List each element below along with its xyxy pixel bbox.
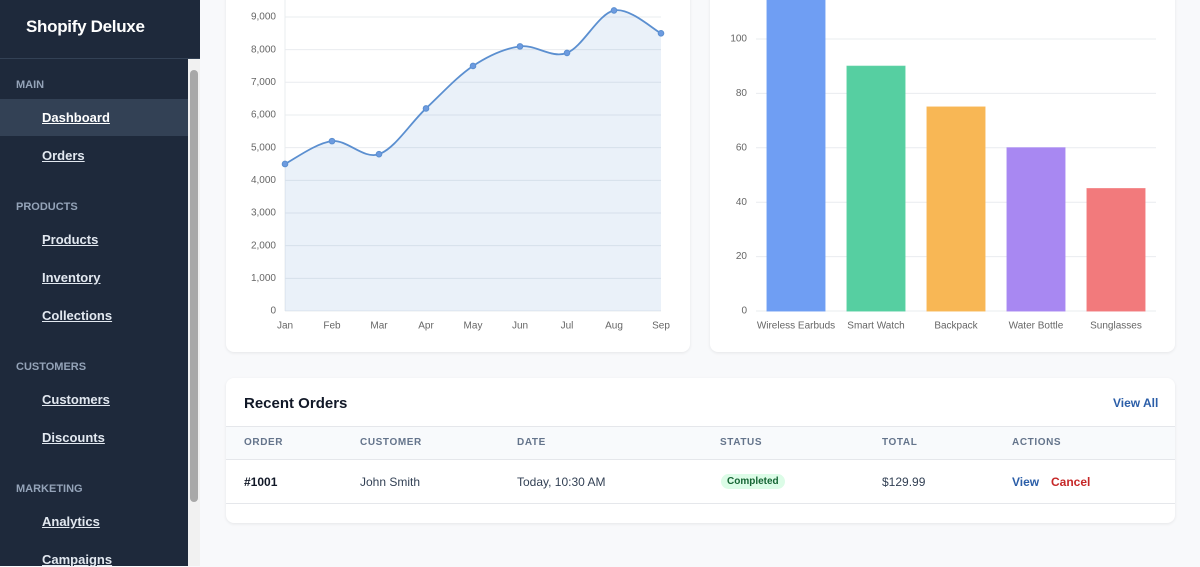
nav-item[interactable]: Discounts	[42, 430, 105, 445]
column-header: DATE	[517, 437, 546, 448]
column-header: ORDER	[244, 437, 284, 448]
nav-item[interactable]: Analytics	[42, 514, 100, 529]
point	[281, 160, 289, 168]
column-header: ACTIONS	[1012, 437, 1062, 448]
section-title: MAIN	[16, 79, 45, 91]
view-all-link[interactable]: View All	[1113, 396, 1159, 410]
x-tick-label: May	[464, 321, 483, 332]
point	[469, 62, 477, 70]
x-tick-label: Sep	[652, 321, 670, 332]
y-tick-label: 0	[741, 306, 747, 317]
column-header: STATUS	[720, 437, 763, 448]
section-title: MARKETING	[16, 483, 83, 495]
nav-item[interactable]: Inventory	[42, 270, 101, 285]
table-header	[226, 426, 1175, 460]
point	[422, 105, 430, 112]
y-tick-label: 40	[736, 197, 748, 208]
point	[563, 49, 571, 57]
active-highlight	[0, 99, 188, 136]
x-tick-label: Sunglasses	[1090, 321, 1142, 332]
brand: Shopify Deluxe	[26, 17, 145, 36]
x-tick-label: Jun	[512, 321, 528, 332]
nav-item[interactable]: Orders	[42, 148, 85, 163]
y-tick-label: 5,000	[251, 142, 276, 153]
scrollbar-thumb[interactable]	[190, 70, 198, 502]
area	[285, 10, 661, 312]
x-tick-label: Jan	[277, 321, 293, 332]
y-tick-label: 80	[736, 88, 748, 99]
y-tick-label: 60	[736, 142, 748, 153]
customer: John Smith	[360, 475, 421, 489]
x-tick-label: Water Bottle	[1009, 321, 1064, 332]
nav-item[interactable]: Collections	[42, 308, 113, 323]
x-tick-label: Aug	[605, 321, 623, 332]
y-tick-label: 100	[730, 34, 747, 45]
sidebar: Shopify Deluxe MAIN Dashboard Orders PRO…	[0, 0, 200, 567]
card-title: Recent Orders	[244, 395, 348, 412]
point	[328, 137, 336, 145]
point	[375, 150, 383, 158]
x-tick-label: Smart Watch	[847, 321, 904, 332]
point	[610, 7, 618, 14]
x-tick-label: Apr	[418, 321, 434, 332]
nav-item[interactable]: Dashboard	[42, 110, 110, 125]
y-tick-label: 0	[270, 306, 276, 317]
date: Today, 10:30 AM	[517, 475, 606, 489]
sales-card	[226, 0, 690, 352]
view-action[interactable]: View	[1012, 475, 1040, 489]
point	[516, 43, 524, 50]
y-tick-label: 4,000	[251, 175, 276, 186]
y-tick-label: 9,000	[251, 12, 276, 23]
nav-item[interactable]: Customers	[42, 392, 110, 407]
y-tick-label: 3,000	[251, 208, 276, 219]
row-divider	[226, 503, 1175, 504]
total: $129.99	[882, 475, 926, 489]
nav-item[interactable]: Products	[42, 232, 99, 247]
bar	[766, 0, 826, 312]
nav-item[interactable]: Campaigns	[42, 552, 113, 567]
y-tick-label: 1,000	[251, 273, 276, 284]
section-title: PRODUCTS	[16, 201, 78, 213]
x-tick-label: Jul	[561, 321, 574, 332]
bar	[1006, 147, 1066, 312]
bar	[1086, 188, 1146, 312]
bar	[846, 65, 906, 312]
y-tick-label: 8,000	[251, 44, 276, 55]
x-tick-label: Wireless Earbuds	[757, 321, 835, 332]
divider	[0, 58, 200, 59]
x-tick-label: Feb	[323, 321, 341, 332]
orders-card	[226, 378, 1175, 523]
order-id: #1001	[244, 475, 278, 489]
status-badge: Completed	[721, 474, 785, 489]
cancel-action[interactable]: Cancel	[1051, 475, 1091, 489]
y-tick-label: 7,000	[251, 77, 276, 88]
x-tick-label: Backpack	[934, 321, 978, 332]
point	[657, 30, 665, 37]
y-tick-label: 20	[736, 251, 748, 262]
x-tick-label: Mar	[370, 321, 388, 332]
y-tick-label: 2,000	[251, 240, 276, 251]
column-header: CUSTOMER	[360, 437, 422, 448]
section-title: CUSTOMERS	[16, 361, 87, 373]
column-header: TOTAL	[882, 437, 918, 448]
bar	[926, 106, 986, 312]
y-tick-label: 6,000	[251, 110, 276, 121]
